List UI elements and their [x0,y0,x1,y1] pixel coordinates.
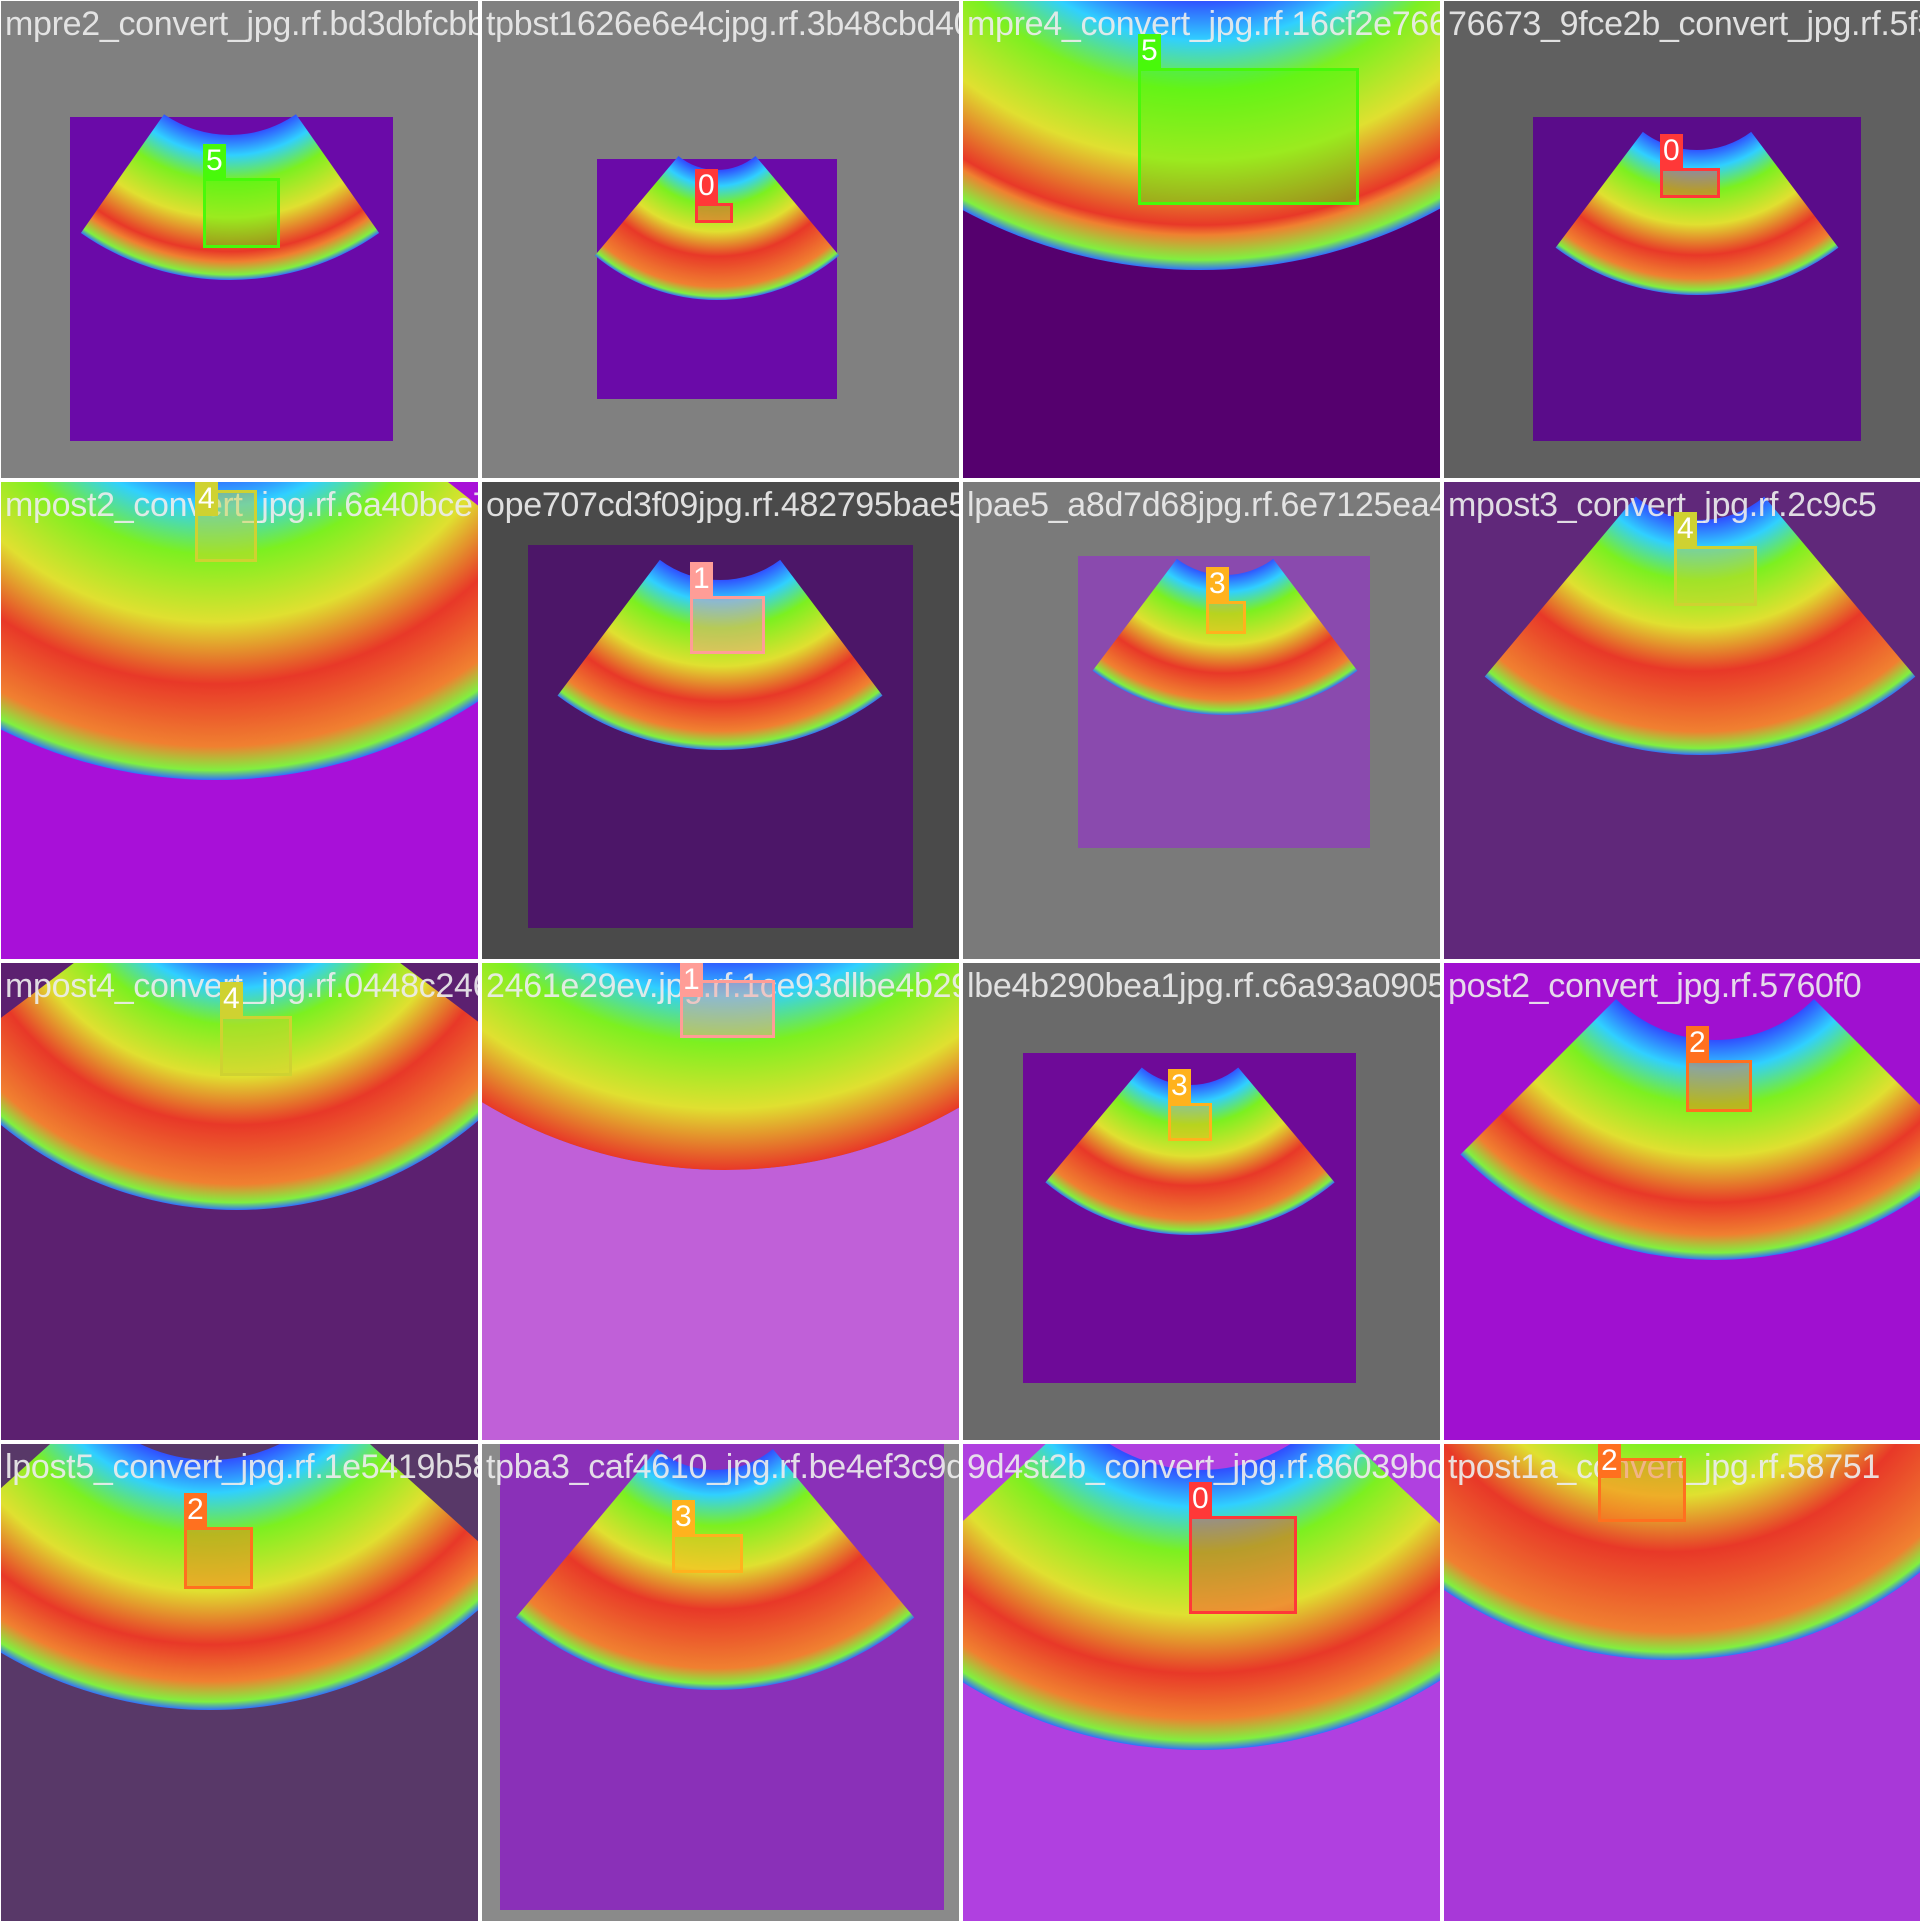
detection-box [195,490,257,562]
class-label: 0 [695,169,718,203]
detection-box [203,178,280,248]
ultrasound-scan [1023,1053,1356,1383]
filename-label: mpost3_convert_jpg.rf.2c9c5 [1448,486,1877,524]
ultrasound-scan [594,155,840,399]
scan-fan [1484,496,1916,755]
filename-label: tpost1a_convert_jpg.rf.58751 [1448,1448,1881,1486]
filename-label: mpre4_convert_jpg.rf.16cf2e766a3cfee2b_j… [967,5,1440,43]
mosaic-tile: lpost5_convert_jpg.rf.1e5419b583_caf4610… [1,1444,478,1921]
mosaic-tile: mpost3_convert_jpg.rf.2c9c5 4 [1444,482,1920,959]
mosaic-tile: 9d4st2b_convert_jpg.rf.86039bc58ac19_con… [963,1444,1440,1921]
ultrasound-scan [528,545,913,928]
mosaic-tile: 76673_9fce2b_convert_jpg.rf.5f3e8 0 [1444,1,1920,478]
scan-fan [1,963,478,1210]
filename-label: lpost5_convert_jpg.rf.1e5419b583_caf4610… [5,1448,478,1486]
filename-label: tpbst1626e6e4cjpg.rf.3b48cbd4041b6986e6j… [486,5,959,43]
scan-fan [1,1444,478,1710]
ultrasound-scan [500,1444,944,1910]
mosaic-tile: mpost2_convert_jpg.rf.6a40bce707cd63f09j… [1,482,478,959]
class-label: 2 [1598,1444,1621,1478]
class-label: 2 [184,1493,207,1527]
ultrasound-scan [1078,556,1370,848]
class-label: 3 [1168,1069,1191,1103]
mosaic-tile: mpre2_convert_jpg.rf.bd3dbfcbbd4626ebe4c… [1,1,478,478]
scan-fan [1444,1444,1920,1660]
detection-box [220,1016,292,1076]
scan-fan [594,155,840,301]
scan-fan [557,559,883,750]
scan-fan [1,482,478,781]
ultrasound-scan [1,482,478,958]
detection-box [695,203,733,223]
mosaic-tile: lpae5_a8d7d68jpg.rf.6e7125ea4058563c625r… [963,482,1440,959]
ultrasound-scan [1460,963,1920,1438]
scan-fan [80,114,380,281]
ultrasound-scan [1444,482,1920,958]
scan-fan [963,1444,1440,1750]
mosaic-tile: lbe4b290bea1jpg.rf.c6a93a0905f2e37ed65_j… [963,963,1440,1440]
detection-box [690,596,765,654]
mosaic-tile: mpre4_convert_jpg.rf.16cf2e766a3cfee2b_j… [963,1,1440,478]
ultrasound-scan [963,1444,1440,1918]
filename-label: 2461e29ev.jpg.rf.1ce93dlbe4b290bea1jpg.r… [486,967,959,1005]
ultrasound-scan [70,114,393,441]
mosaic-tile: tpbst1626e6e4cjpg.rf.3b48cbd4041b6986e6j… [482,1,959,478]
mosaic-tile: post2_convert_jpg.rf.5760f0 2 [1444,963,1920,1440]
ultrasound-scan [1,1444,478,1918]
class-label: 4 [195,482,218,516]
class-label: 1 [680,963,703,997]
detection-box [1168,1103,1212,1141]
detection-box [1138,68,1359,205]
scan-fan [482,963,959,1170]
class-label: 5 [203,144,226,178]
class-label: 5 [1138,34,1161,68]
detection-box [672,1534,743,1573]
filename-label: mpre2_convert_jpg.rf.bd3dbfcbbd4626ebe4c… [5,5,478,43]
ultrasound-scan [1533,117,1861,441]
mosaic-tile: ope707cd3f09jpg.rf.482795bae5_a8d7d68jpg… [482,482,959,959]
class-label: 2 [1686,1026,1709,1060]
class-label: 4 [1674,512,1697,546]
mosaic-tile: 2461e29ev.jpg.rf.1ce93dlbe4b290bea1jpg.r… [482,963,959,1440]
class-label: 3 [1206,567,1229,601]
class-label: 3 [672,1500,695,1534]
ultrasound-scan [1,963,478,1438]
filename-label: ope707cd3f09jpg.rf.482795bae5_a8d7d68jpg… [486,486,959,524]
detection-box [1660,168,1720,198]
mosaic-tile: tpba3_caf4610_jpg.rf.be4ef3c9d4st2b_conv… [482,1444,959,1921]
class-label: 1 [690,562,713,596]
class-label: 4 [220,982,243,1016]
detection-box [184,1527,253,1589]
scan-fan [1460,998,1920,1260]
detection-box [1206,601,1246,634]
scan-fan [1045,1067,1335,1235]
filename-label: 76673_9fce2b_convert_jpg.rf.5f3e8 [1448,5,1920,43]
class-label: 0 [1189,1482,1212,1516]
detection-box [1686,1060,1752,1112]
filename-label: post2_convert_jpg.rf.5760f0 [1448,967,1862,1005]
scan-fan [515,1448,915,1690]
filename-label: 9d4st2b_convert_jpg.rf.86039bc58ac19_con… [967,1448,1440,1486]
scan-fan [1092,558,1358,715]
mosaic-tile: mpost4_convert_jpg.rf.0448c2461e29ev.jpg… [1,963,478,1440]
ultrasound-scan [1444,1444,1920,1918]
detection-box [680,980,775,1038]
class-label: 0 [1660,134,1683,168]
detection-box [1189,1516,1297,1614]
filename-label: lpae5_a8d7d68jpg.rf.6e7125ea4058563c625r… [967,486,1440,524]
filename-label: lbe4b290bea1jpg.rf.c6a93a0905f2e37ed65_j… [967,967,1440,1005]
filename-label: tpba3_caf4610_jpg.rf.be4ef3c9d4st2b_conv… [486,1448,959,1486]
mosaic-tile: tpost1a_convert_jpg.rf.58751 2 [1444,1444,1920,1921]
scan-fan [1555,131,1839,295]
detection-box [1674,546,1757,606]
ultrasound-scan [482,963,959,1438]
